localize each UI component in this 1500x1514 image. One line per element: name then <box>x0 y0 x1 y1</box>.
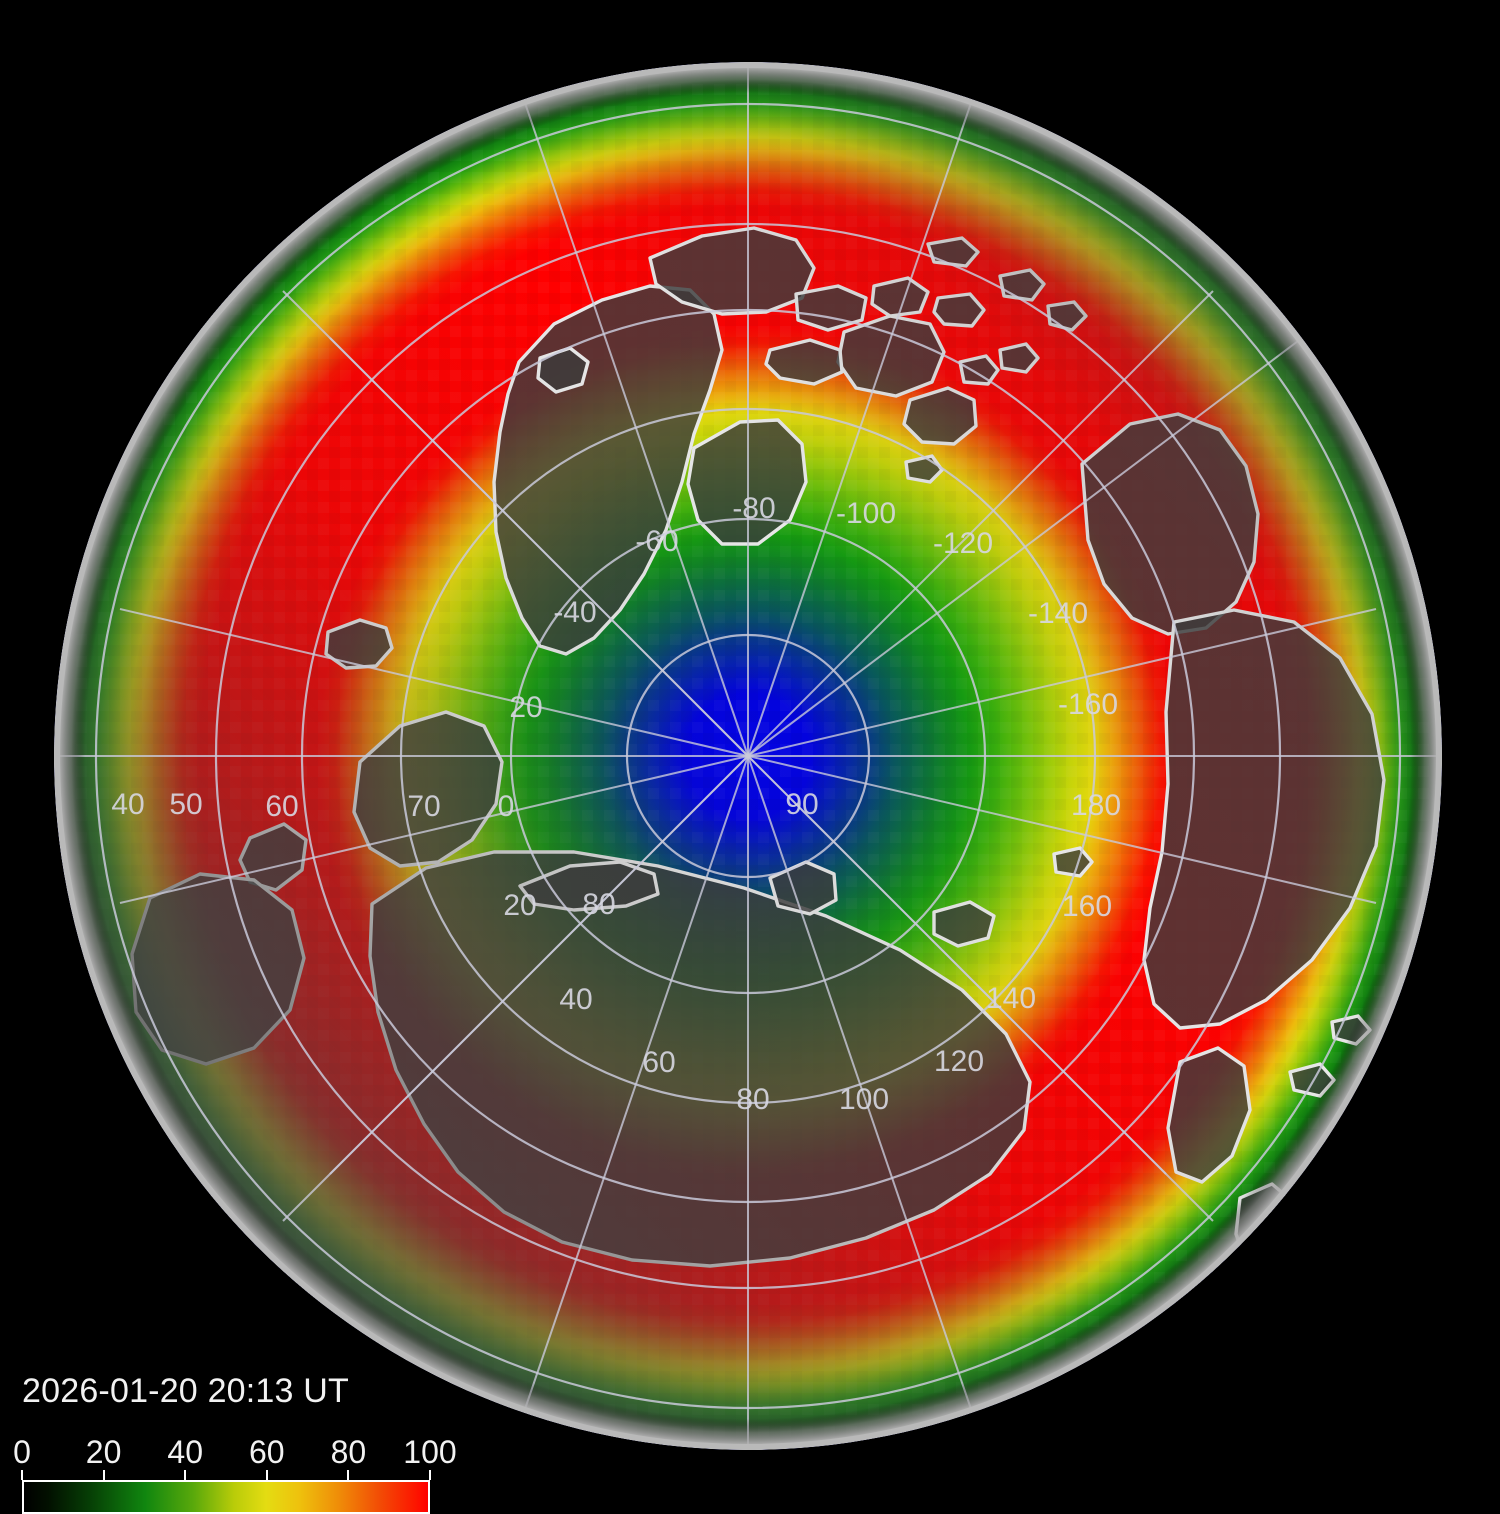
globe-content: 90 0 -40 -60 -80 -100 -120 -140 -160 180… <box>54 62 1442 1450</box>
colorbar-tick-label-80: 80 <box>330 1434 367 1470</box>
colorbar-tick-100 <box>429 1470 431 1480</box>
colorbar-ticks <box>21 1470 431 1480</box>
colorbar-tick-0 <box>21 1470 23 1480</box>
colorbar-tick-20 <box>102 1470 105 1480</box>
colorbar-tick-40 <box>184 1470 187 1480</box>
globe-canvas: 90 0 -40 -60 -80 -100 -120 -140 -160 180… <box>54 62 1442 1450</box>
timestamp-label: 2026-01-20 20:13 UT <box>22 1372 350 1410</box>
colorbar-tick-label-40: 40 <box>167 1434 203 1470</box>
colorbar[interactable]: 0 20 40 60 80 100 <box>13 1434 457 1514</box>
globe-outline <box>54 62 1442 1450</box>
colorbar-tick-60 <box>265 1470 268 1480</box>
colorbar-tick-label-0: 0 <box>13 1434 31 1470</box>
colorbar-tick-label-60: 60 <box>249 1434 285 1470</box>
globe-limb <box>54 62 1442 1450</box>
polar-globe[interactable]: 90 0 -40 -60 -80 -100 -120 -140 -160 180… <box>54 62 1442 1450</box>
colorbar-tick-80 <box>347 1470 350 1480</box>
colorbar-gradient <box>22 1480 430 1514</box>
colorbar-tick-label-100: 100 <box>403 1434 457 1470</box>
colorbar-tick-label-20: 20 <box>85 1434 122 1470</box>
colorbar-labels: 0 20 40 60 80 100 <box>13 1434 457 1470</box>
